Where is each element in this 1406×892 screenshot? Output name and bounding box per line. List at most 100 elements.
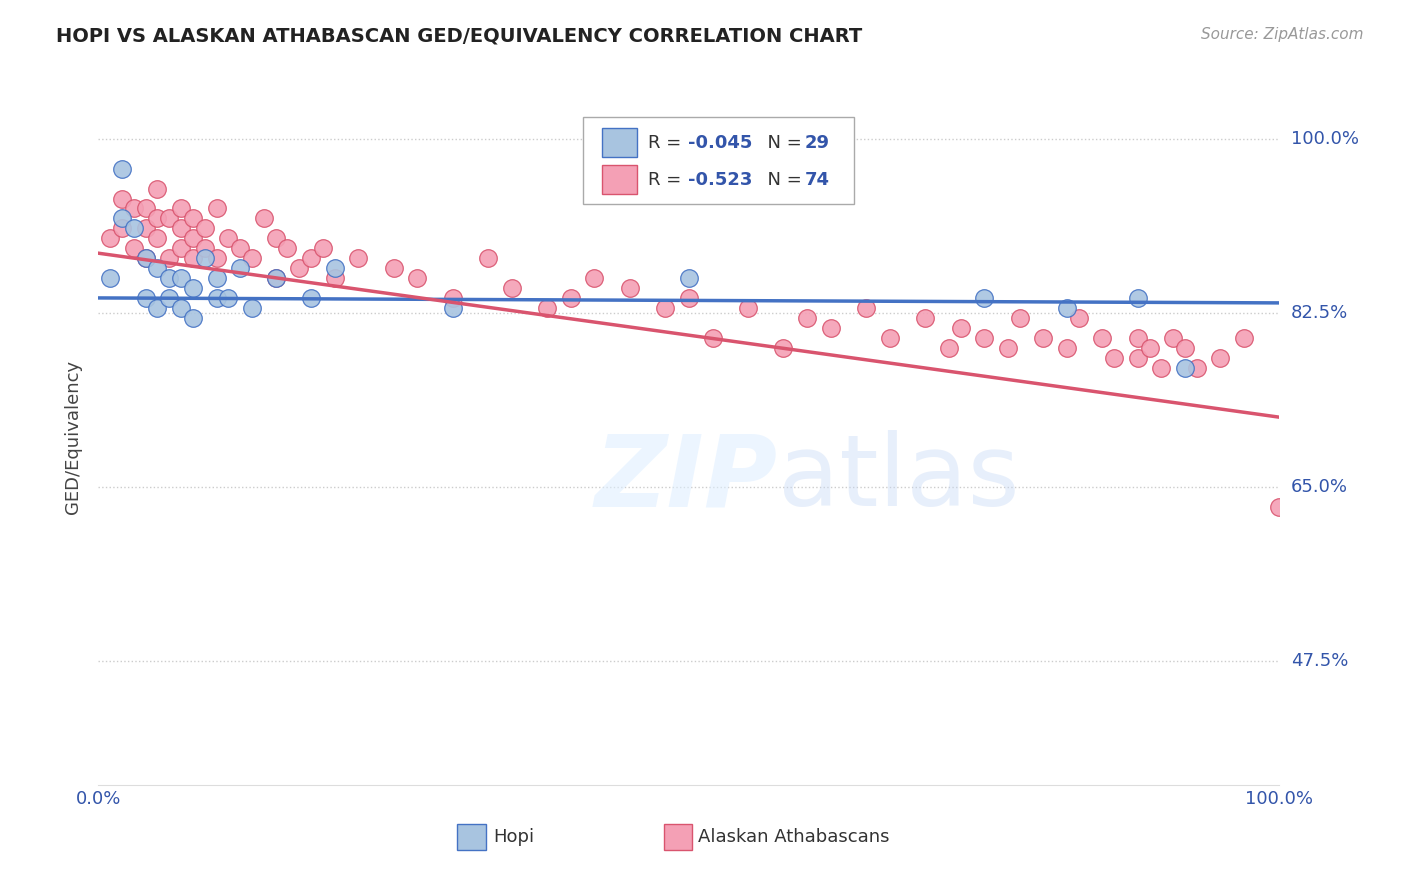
Point: [406, 271, 429, 285]
Point: [973, 331, 995, 345]
Point: [583, 271, 606, 285]
Point: [170, 241, 193, 255]
Point: [194, 251, 217, 265]
Point: [205, 251, 228, 265]
Text: 82.5%: 82.5%: [1291, 304, 1348, 322]
Text: ZIP: ZIP: [595, 430, 778, 527]
Point: [1126, 291, 1149, 305]
Point: [170, 221, 193, 235]
Point: [1067, 310, 1090, 325]
Point: [98, 271, 121, 285]
FancyBboxPatch shape: [457, 824, 486, 850]
Point: [205, 291, 228, 305]
FancyBboxPatch shape: [664, 824, 693, 850]
Point: [135, 291, 157, 305]
Text: Hopi: Hopi: [494, 828, 534, 847]
Point: [146, 181, 169, 195]
Point: [181, 251, 204, 265]
Point: [441, 301, 464, 315]
Point: [157, 251, 180, 265]
Point: [1102, 351, 1125, 365]
Point: [194, 241, 217, 255]
Point: [820, 320, 842, 334]
Point: [253, 211, 276, 226]
Point: [382, 261, 405, 276]
Text: 74: 74: [804, 170, 830, 188]
Point: [1032, 331, 1054, 345]
Point: [678, 291, 700, 305]
Point: [181, 281, 204, 295]
Text: 29: 29: [804, 134, 830, 152]
Point: [264, 271, 287, 285]
Point: [1091, 331, 1114, 345]
Point: [1174, 341, 1197, 355]
Point: [240, 301, 263, 315]
Point: [264, 231, 287, 245]
Point: [1126, 351, 1149, 365]
Point: [1268, 500, 1291, 514]
Point: [205, 202, 228, 216]
Point: [914, 310, 936, 325]
Text: -0.523: -0.523: [688, 170, 752, 188]
Point: [122, 241, 145, 255]
Point: [1139, 341, 1161, 355]
Point: [441, 291, 464, 305]
Point: [1161, 331, 1184, 345]
FancyBboxPatch shape: [602, 128, 637, 157]
Point: [122, 221, 145, 235]
Point: [194, 221, 217, 235]
Point: [312, 241, 335, 255]
Point: [1174, 360, 1197, 375]
Point: [122, 202, 145, 216]
Point: [949, 320, 972, 334]
Point: [217, 291, 239, 305]
Point: [264, 271, 287, 285]
Point: [501, 281, 523, 295]
Point: [536, 301, 558, 315]
Point: [146, 261, 169, 276]
Point: [654, 301, 676, 315]
Point: [879, 331, 901, 345]
Text: 100.0%: 100.0%: [1291, 130, 1358, 148]
Point: [181, 310, 204, 325]
Text: R =: R =: [648, 170, 686, 188]
Point: [997, 341, 1019, 355]
Text: Alaskan Athabascans: Alaskan Athabascans: [699, 828, 890, 847]
Point: [737, 301, 759, 315]
Point: [276, 241, 298, 255]
Point: [98, 231, 121, 245]
Text: atlas: atlas: [778, 430, 1019, 527]
Point: [347, 251, 370, 265]
Point: [702, 331, 724, 345]
Point: [477, 251, 499, 265]
FancyBboxPatch shape: [602, 165, 637, 194]
Y-axis label: GED/Equivalency: GED/Equivalency: [65, 360, 83, 514]
Text: -0.045: -0.045: [688, 134, 752, 152]
Point: [157, 271, 180, 285]
Point: [772, 341, 794, 355]
Point: [1150, 360, 1173, 375]
Text: 65.0%: 65.0%: [1291, 478, 1347, 496]
Point: [938, 341, 960, 355]
Text: HOPI VS ALASKAN ATHABASCAN GED/EQUIVALENCY CORRELATION CHART: HOPI VS ALASKAN ATHABASCAN GED/EQUIVALEN…: [56, 27, 862, 45]
Point: [1185, 360, 1208, 375]
Point: [973, 291, 995, 305]
FancyBboxPatch shape: [582, 117, 855, 204]
Point: [205, 271, 228, 285]
Point: [146, 231, 169, 245]
Point: [1209, 351, 1232, 365]
Point: [135, 251, 157, 265]
Point: [146, 301, 169, 315]
Point: [855, 301, 877, 315]
Point: [796, 310, 818, 325]
Text: Source: ZipAtlas.com: Source: ZipAtlas.com: [1201, 27, 1364, 42]
Text: 47.5%: 47.5%: [1291, 652, 1348, 670]
Point: [146, 211, 169, 226]
Text: N =: N =: [756, 134, 808, 152]
Text: R =: R =: [648, 134, 686, 152]
Point: [157, 211, 180, 226]
Point: [1056, 341, 1078, 355]
Point: [619, 281, 641, 295]
Point: [299, 251, 322, 265]
Point: [1126, 331, 1149, 345]
